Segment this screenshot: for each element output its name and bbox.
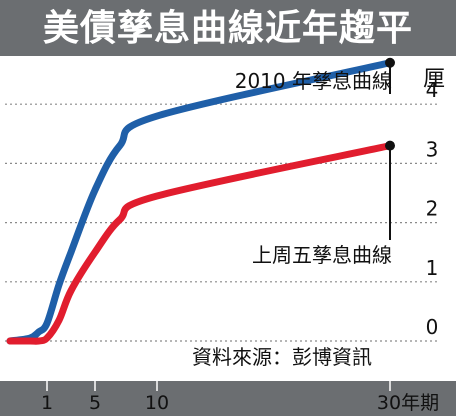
x-axis-band — [0, 381, 456, 416]
x-axis-ticks: 1 5 10 30年期 — [41, 381, 439, 414]
end-dot-last-friday — [385, 140, 395, 151]
x-tick-label-5: 5 — [89, 392, 101, 414]
x-tick-label-1: 1 — [41, 392, 53, 414]
grid-lines — [5, 103, 440, 342]
y-axis-unit-label: 厘 — [423, 67, 445, 92]
y-axis-ticks: 0 1 2 3 4厘 — [423, 67, 445, 339]
series-line-last-friday — [6, 142, 394, 345]
series-label-last-friday: 上周五孳息曲線 — [252, 243, 392, 267]
end-dot-2010 — [385, 57, 395, 68]
x-tick-label-30: 30年期 — [377, 392, 439, 414]
source-note: 資料來源：彭博資訊 — [192, 345, 372, 369]
chart-title: 美債孳息曲線近年趨平 — [42, 7, 413, 49]
series-lines — [6, 59, 394, 345]
title-bar — [0, 0, 456, 56]
series-label-2010: 2010 年孳息曲線 — [235, 69, 392, 93]
y-tick-label-3: 3 — [426, 137, 439, 161]
y-tick-label-1: 1 — [426, 256, 439, 280]
x-tick-label-10: 10 — [145, 392, 169, 414]
y-tick-label-2: 2 — [426, 197, 439, 221]
y-tick-label-0: 0 — [426, 315, 439, 339]
y-tick-label-4: 4 — [426, 78, 439, 102]
series-line-2010 — [6, 59, 394, 345]
